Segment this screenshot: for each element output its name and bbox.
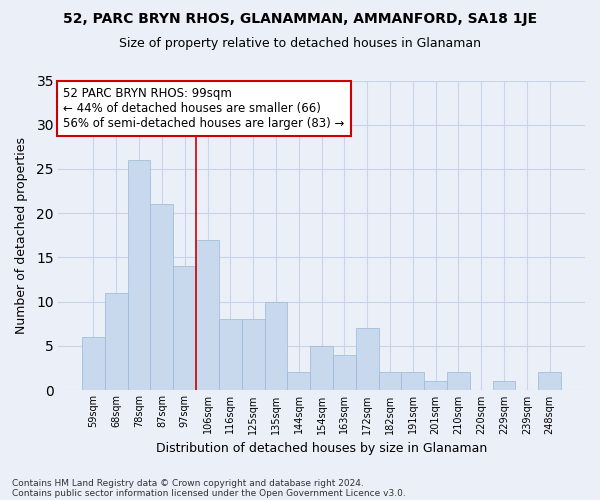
X-axis label: Distribution of detached houses by size in Glanaman: Distribution of detached houses by size … (156, 442, 487, 455)
Bar (401, 372, 424, 390)
Bar (196, 240, 219, 390)
Bar (424, 382, 447, 390)
Bar (356, 328, 379, 390)
Text: 52 PARC BRYN RHOS: 99sqm
← 44% of detached houses are smaller (66)
56% of semi-d: 52 PARC BRYN RHOS: 99sqm ← 44% of detach… (64, 86, 345, 130)
Text: 52, PARC BRYN RHOS, GLANAMMAN, AMMANFORD, SA18 1JE: 52, PARC BRYN RHOS, GLANAMMAN, AMMANFORD… (63, 12, 537, 26)
Bar (493, 382, 515, 390)
Bar (265, 302, 287, 390)
Bar (173, 266, 196, 390)
Bar (379, 372, 401, 390)
Bar (151, 204, 173, 390)
Bar (333, 354, 356, 390)
Bar (242, 320, 265, 390)
Y-axis label: Number of detached properties: Number of detached properties (15, 137, 28, 334)
Bar (310, 346, 333, 390)
Bar (538, 372, 561, 390)
Bar (82, 337, 105, 390)
Bar (105, 293, 128, 390)
Bar (219, 320, 242, 390)
Bar (128, 160, 151, 390)
Text: Contains HM Land Registry data © Crown copyright and database right 2024.: Contains HM Land Registry data © Crown c… (12, 478, 364, 488)
Bar (447, 372, 470, 390)
Text: Contains public sector information licensed under the Open Government Licence v3: Contains public sector information licen… (12, 488, 406, 498)
Text: Size of property relative to detached houses in Glanaman: Size of property relative to detached ho… (119, 38, 481, 51)
Bar (287, 372, 310, 390)
